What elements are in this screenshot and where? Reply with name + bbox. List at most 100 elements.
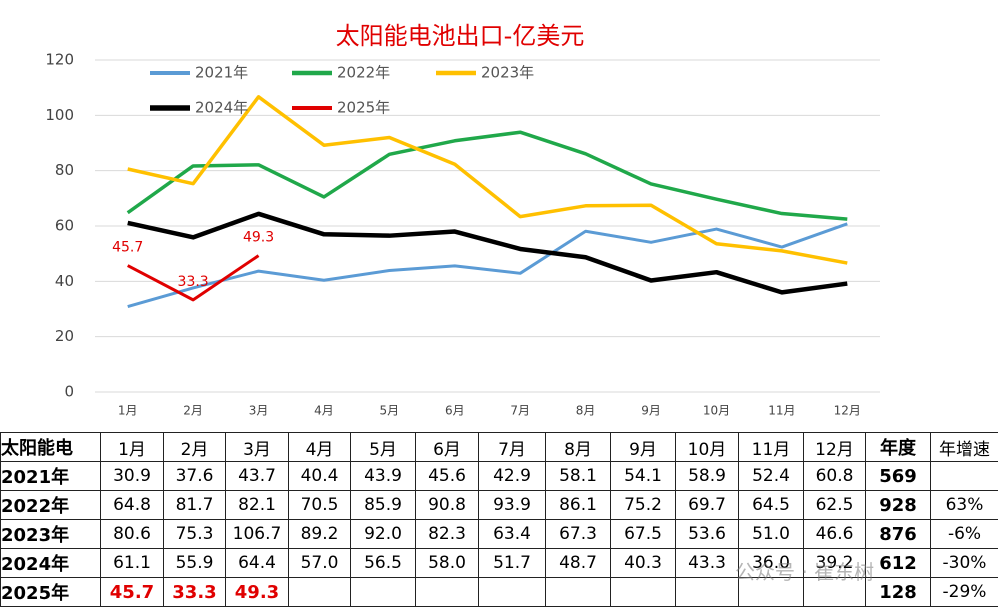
table-cell: 569 [865, 461, 931, 491]
y-tick-label: 20 [55, 327, 74, 345]
table-cell: 55.9 [163, 548, 226, 578]
table-cell: 58.1 [545, 461, 611, 491]
x-tick-label: 11月 [768, 404, 795, 418]
row-label: 2021年 [0, 461, 101, 491]
series-line [127, 254, 260, 302]
table-row: 2022年 64.8 81.7 82.1 70.5 85.9 90.8 93.9 86.1 75.… [0, 490, 998, 520]
table-cell: 64.4 [225, 548, 289, 578]
table-cell: 36.0 [738, 548, 804, 578]
table-cell: 64.5 [738, 490, 804, 520]
header-cell: 年增速 [930, 432, 998, 462]
table-cell: 92.0 [350, 519, 416, 549]
header-cell: 年度 [865, 432, 931, 462]
table-cell: 56.5 [350, 548, 416, 578]
data-label: 45.7 [112, 240, 143, 256]
table-cell: 52.4 [738, 461, 804, 491]
table-cell: 58.0 [415, 548, 479, 578]
data-label: 33.3 [178, 274, 209, 290]
table-cell: 67.5 [610, 519, 676, 549]
table-cell: 69.7 [675, 490, 739, 520]
header-cell: 2月 [163, 432, 226, 462]
series-line [127, 222, 848, 308]
series-line [127, 95, 848, 265]
header-row: 太阳能电 1月 2月 3月 4月 5月 6月 7月 8月 9月 10月 11月 12月 年度 年增速 [0, 432, 998, 462]
table-cell: 90.8 [415, 490, 479, 520]
table-cell [478, 577, 546, 607]
table-cell [610, 577, 676, 607]
table-cell: 43.3 [675, 548, 739, 578]
table-cell: 54.1 [610, 461, 676, 491]
table-row: 2023年 80.6 75.3 106.7 89.2 92.0 82.3 63.4 67.3 67… [0, 519, 998, 549]
table-cell: 128 [865, 577, 931, 607]
table-cell: -29% [930, 577, 998, 607]
header-cell: 8月 [545, 432, 611, 462]
chart: 太阳能电池出口-亿美元 0 20 40 60 80 100 120 1月 2月 3月 4月 5月 6月 7… [45, 22, 880, 418]
table-cell: 46.6 [803, 519, 866, 549]
header-cell: 4月 [288, 432, 351, 462]
row-label: 2023年 [0, 519, 101, 549]
table-cell: 53.6 [675, 519, 739, 549]
row-label: 2025年 [0, 577, 101, 607]
table-cell: 37.6 [163, 461, 226, 491]
table-cell: 80.6 [100, 519, 164, 549]
series-line [127, 211, 848, 295]
legend-label: 2025年 [337, 99, 390, 117]
x-tick-label: 4月 [314, 404, 334, 418]
table-cell: 58.9 [675, 461, 739, 491]
chart-title: 太阳能电池出口-亿美元 [336, 22, 585, 50]
x-tick-label: 6月 [445, 404, 465, 418]
table-cell: 40.3 [610, 548, 676, 578]
table-cell: 39.2 [803, 548, 866, 578]
x-tick-label: 1月 [118, 404, 138, 418]
table-cell: 30.9 [100, 461, 164, 491]
header-cell: 10月 [675, 432, 739, 462]
series-line [126, 130, 848, 221]
x-tick-label: 3月 [249, 404, 269, 418]
table-cell: 67.3 [545, 519, 611, 549]
y-tick-label: 40 [55, 272, 74, 290]
y-tick-label: 120 [45, 51, 74, 69]
table-cell: 51.0 [738, 519, 804, 549]
table-cell: 75.3 [163, 519, 226, 549]
legend-label: 2023年 [481, 64, 534, 82]
table-cell: 51.7 [478, 548, 546, 578]
y-tick-label: 60 [55, 217, 74, 235]
y-tick-label: 80 [55, 161, 74, 179]
x-tick-label: 8月 [576, 404, 596, 418]
x-tick-label: 9月 [641, 404, 661, 418]
table-cell: 82.3 [415, 519, 479, 549]
header-cell: 12月 [803, 432, 866, 462]
table-cell: 49.3 [225, 577, 289, 607]
table-cell [675, 577, 739, 607]
x-tick-label: 10月 [703, 404, 730, 418]
row-label: 2022年 [0, 490, 101, 520]
legend-label: 2021年 [195, 64, 248, 82]
table-cell: 42.9 [478, 461, 546, 491]
table-cell [738, 577, 804, 607]
table-cell: 60.8 [803, 461, 866, 491]
table-cell [930, 461, 998, 491]
header-cell: 3月 [225, 432, 289, 462]
table-cell [803, 577, 866, 607]
table-cell: 61.1 [100, 548, 164, 578]
table-cell: 876 [865, 519, 931, 549]
header-cell: 1月 [100, 432, 164, 462]
x-tick-label: 7月 [510, 404, 530, 418]
header-cell: 5月 [350, 432, 416, 462]
legend-label: 2024年 [195, 99, 248, 117]
table-cell [545, 577, 611, 607]
table-cell: 86.1 [545, 490, 611, 520]
header-cell: 太阳能电 [0, 432, 101, 462]
table-cell [350, 577, 416, 607]
table-cell: 45.6 [415, 461, 479, 491]
x-tick-label: 5月 [380, 404, 400, 418]
table-cell: 43.7 [225, 461, 289, 491]
table-cell: 63% [930, 490, 998, 520]
header-cell: 9月 [610, 432, 676, 462]
table-cell: 81.7 [163, 490, 226, 520]
header-cell: 6月 [415, 432, 479, 462]
table-cell [288, 577, 351, 607]
table-cell [415, 577, 479, 607]
table-cell: 62.5 [803, 490, 866, 520]
